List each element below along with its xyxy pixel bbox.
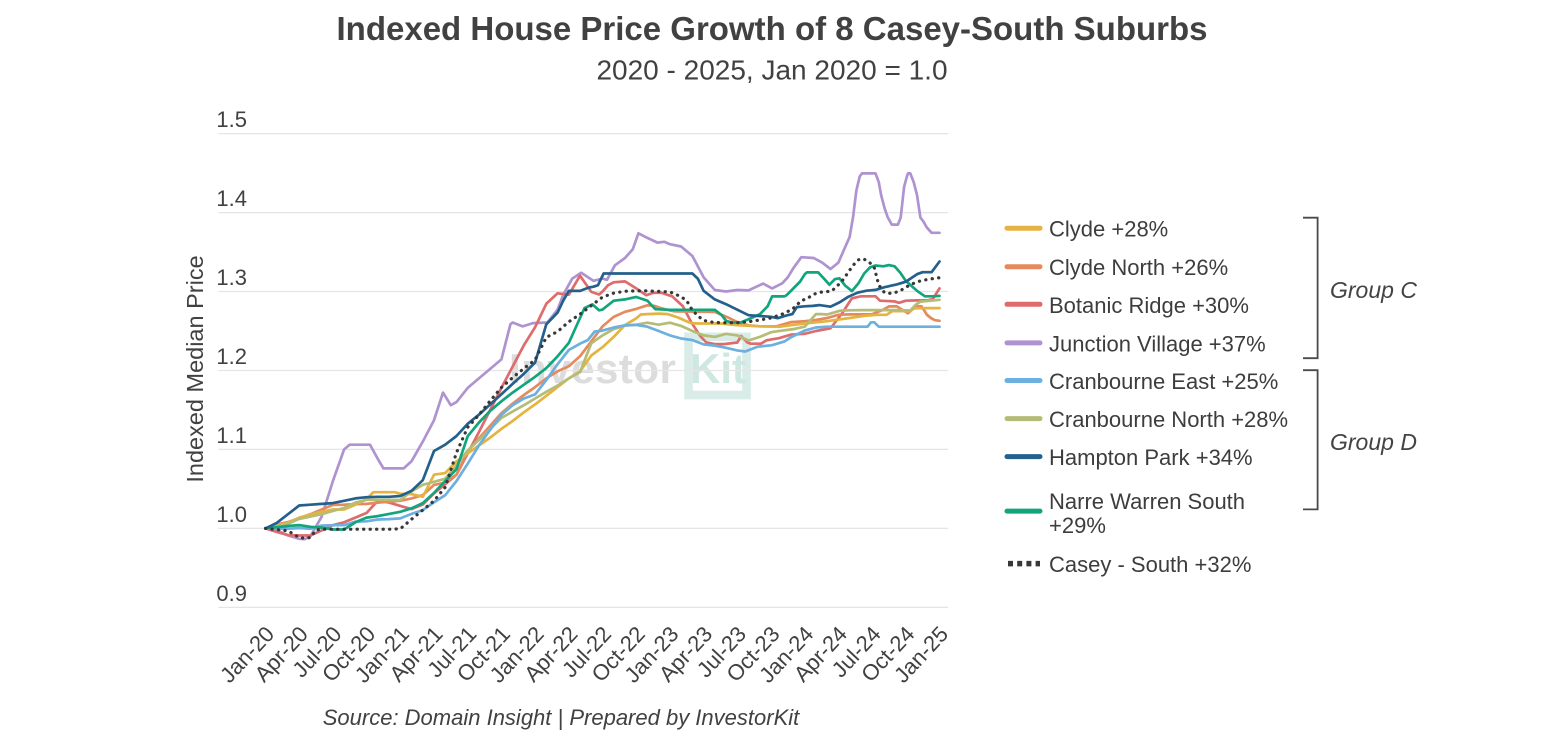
svg-text:Narre Warren South: Narre Warren South [1049, 489, 1245, 514]
svg-text:Cranbourne East +25%: Cranbourne East +25% [1049, 369, 1278, 394]
svg-text:2020 - 2025, Jan 2020 = 1.0: 2020 - 2025, Jan 2020 = 1.0 [596, 55, 947, 86]
svg-text:1.2: 1.2 [216, 344, 247, 369]
svg-text:Source: Domain Insight | Prepa: Source: Domain Insight | Prepared by Inv… [323, 705, 800, 730]
svg-text:1.1: 1.1 [216, 423, 247, 448]
svg-text:Botanic Ridge +30%: Botanic Ridge +30% [1049, 293, 1249, 318]
svg-text:0.9: 0.9 [216, 581, 247, 606]
svg-text:Clyde North +26%: Clyde North +26% [1049, 255, 1228, 280]
svg-text:Kit: Kit [690, 345, 746, 392]
svg-text:Indexed House Price Growth of: Indexed House Price Growth of 8 Casey-So… [337, 10, 1208, 47]
svg-text:Indexed Median Price: Indexed Median Price [182, 255, 208, 482]
svg-text:Cranbourne North +28%: Cranbourne North +28% [1049, 407, 1288, 432]
svg-text:Hampton Park +34%: Hampton Park +34% [1049, 445, 1253, 470]
svg-text:1.3: 1.3 [216, 265, 247, 290]
svg-text:Clyde +28%: Clyde +28% [1049, 217, 1168, 242]
svg-text:+29%: +29% [1049, 513, 1106, 538]
svg-text:1.4: 1.4 [216, 186, 247, 211]
svg-text:Junction Village +37%: Junction Village +37% [1049, 331, 1266, 356]
svg-text:Casey - South +32%: Casey - South +32% [1049, 552, 1251, 577]
svg-text:1.5: 1.5 [216, 107, 247, 132]
svg-text:1.0: 1.0 [216, 502, 247, 527]
svg-text:Group D: Group D [1330, 429, 1417, 455]
svg-text:Group C: Group C [1330, 277, 1417, 303]
svg-text:Investor: Investor [509, 345, 676, 392]
